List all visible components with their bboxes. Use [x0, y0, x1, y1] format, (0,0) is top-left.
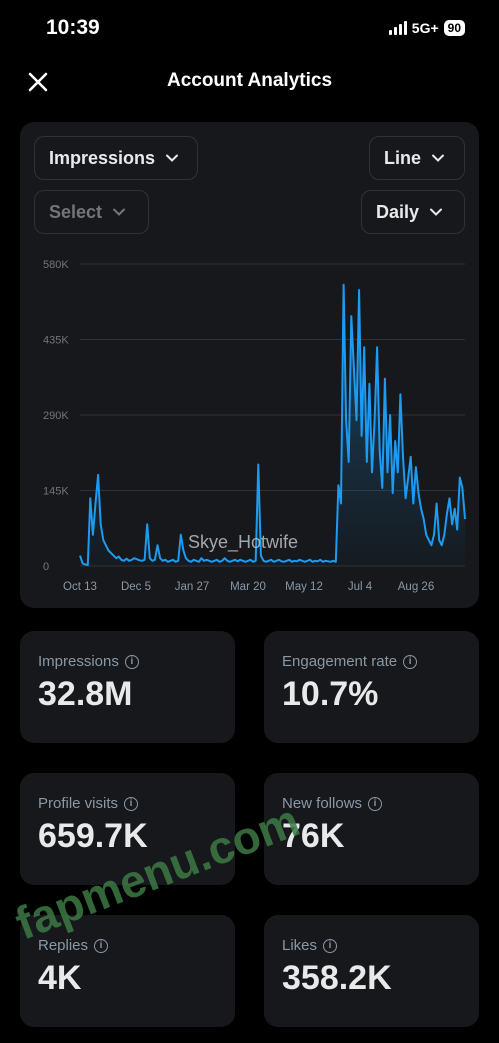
metric-label: Profile visits i	[38, 795, 139, 812]
metric-value: 4K	[38, 959, 82, 997]
chevron-down-icon	[166, 154, 179, 162]
metric-card-replies[interactable]: Replies i 4K	[20, 915, 235, 1027]
metric-label-text: Likes	[282, 937, 318, 954]
metric-value: 659.7K	[38, 817, 148, 855]
status-time: 10:39	[46, 16, 100, 39]
info-icon[interactable]: i	[403, 654, 418, 669]
interval-dropdown[interactable]: Daily	[361, 190, 465, 234]
y-axis: 580K 435K 290K 145K 0	[43, 259, 69, 573]
metric-card-impressions[interactable]: Impressions i 32.8M	[20, 631, 235, 743]
chevron-down-icon	[432, 154, 445, 162]
network-label: 5G+	[411, 20, 439, 36]
chevron-down-icon	[113, 208, 126, 216]
x-tick-label: Dec 5	[121, 581, 151, 593]
y-tick-label: 580K	[43, 259, 69, 271]
info-icon[interactable]: i	[94, 938, 109, 953]
info-icon[interactable]: i	[124, 796, 139, 811]
status-bar: 10:39 5G+ 90	[0, 0, 499, 56]
y-tick-label: 145K	[43, 486, 69, 498]
info-icon[interactable]: i	[368, 796, 383, 811]
impressions-line	[79, 283, 466, 566]
x-tick-label: Jul 4	[348, 581, 373, 593]
metric-card-likes[interactable]: Likes i 358.2K	[264, 915, 479, 1027]
impressions-chart[interactable]: 580K 435K 290K 145K 0 Oct 13 Dec 5 Jan 27 Mar 2…	[0, 240, 499, 610]
metric-label-text: Engagement rate	[282, 653, 398, 670]
x-tick-label: Aug 26	[398, 581, 434, 593]
metric-card-engagement-rate[interactable]: Engagement rate i 10.7%	[264, 631, 479, 743]
metric-label-text: New follows	[282, 795, 363, 812]
metric-dropdown[interactable]: Impressions	[34, 136, 198, 180]
chevron-down-icon	[430, 208, 443, 216]
chart-watermark: Skye_Hotwife	[188, 532, 298, 553]
x-tick-label: Mar 20	[230, 581, 266, 593]
metric-card-new-follows[interactable]: New follows i 76K	[264, 773, 479, 885]
metric-label: Engagement rate i	[282, 653, 418, 670]
y-tick-label: 435K	[43, 335, 69, 347]
metric-label-text: Profile visits	[38, 795, 119, 812]
compare-dropdown[interactable]: Select	[34, 190, 149, 234]
interval-label: Daily	[376, 201, 420, 222]
metric-value: 76K	[282, 817, 345, 855]
metric-dropdown-label: Impressions	[49, 147, 156, 168]
close-icon	[28, 72, 48, 92]
status-indicators: 5G+ 90	[388, 20, 465, 36]
metric-label: Replies i	[38, 937, 109, 954]
signal-icon	[388, 21, 407, 35]
battery-icon: 90	[443, 20, 465, 36]
close-button[interactable]	[22, 66, 54, 98]
metric-value: 10.7%	[282, 675, 379, 713]
metric-card-profile-visits[interactable]: Profile visits i 659.7K	[20, 773, 235, 885]
chart-type-label: Line	[384, 147, 422, 168]
compare-label: Select	[49, 201, 103, 222]
y-tick-label: 0	[43, 561, 49, 573]
x-tick-label: May 12	[285, 581, 323, 593]
info-icon[interactable]: i	[323, 938, 338, 953]
metric-label-text: Impressions	[38, 653, 119, 670]
metric-label: New follows i	[282, 795, 383, 812]
x-tick-label: Oct 13	[63, 581, 97, 593]
impressions-area	[80, 284, 465, 566]
x-axis: Oct 13 Dec 5 Jan 27 Mar 20 May 12 Jul 4 Aug 26	[63, 581, 434, 593]
metric-label: Impressions i	[38, 653, 139, 670]
y-tick-label: 290K	[43, 410, 69, 422]
metric-label-text: Replies	[38, 937, 89, 954]
chart-type-dropdown[interactable]: Line	[369, 136, 465, 180]
metric-value: 32.8M	[38, 675, 133, 713]
metric-value: 358.2K	[282, 959, 392, 997]
info-icon[interactable]: i	[124, 654, 139, 669]
x-tick-label: Jan 27	[175, 581, 210, 593]
page-title: Account Analytics	[166, 70, 333, 91]
metric-label: Likes i	[282, 937, 338, 954]
nav-header: Account Analytics	[0, 56, 499, 108]
